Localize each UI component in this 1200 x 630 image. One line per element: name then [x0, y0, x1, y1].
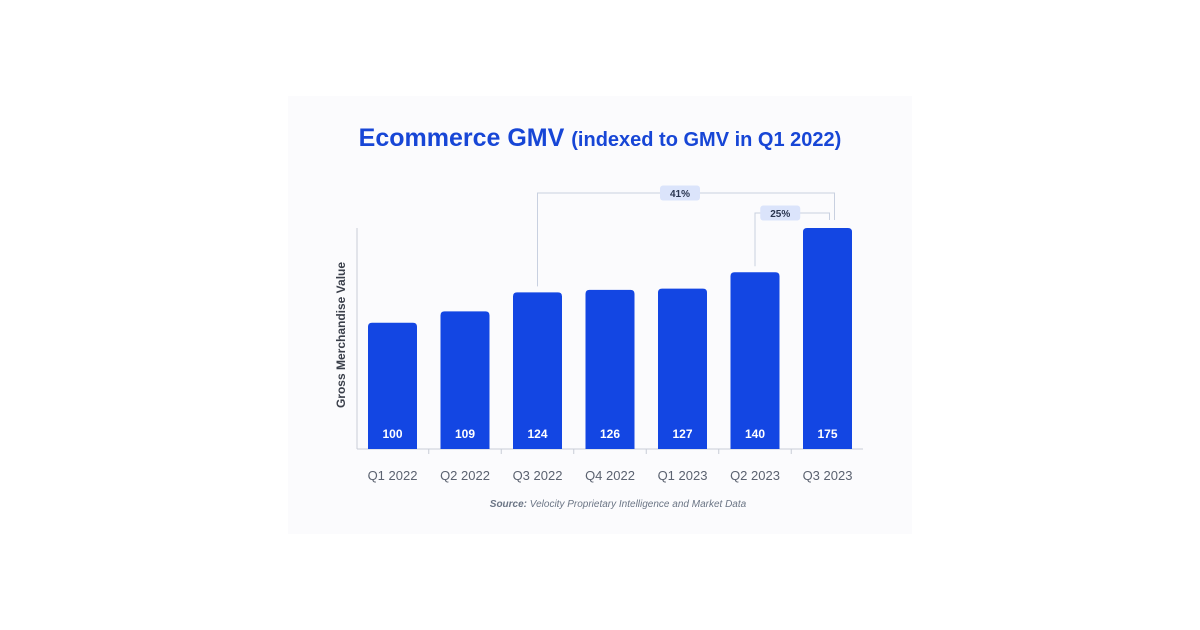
bar-value-label: 175 [817, 427, 837, 441]
annotation-label: 41% [670, 189, 690, 200]
chart-subtitle: (indexed to GMV in Q1 2022) [571, 129, 842, 151]
bar-value-label: 127 [672, 427, 692, 441]
bar [730, 272, 780, 449]
bar [658, 288, 707, 449]
bar-value-label: 124 [527, 427, 547, 441]
x-tick-label: Q3 2023 [803, 468, 853, 483]
x-tick-label: Q4 2022 [585, 468, 635, 483]
bar [513, 292, 562, 449]
x-tick-label: Q1 2023 [658, 468, 708, 483]
source-text: Velocity Proprietary Intelligence and Ma… [527, 499, 747, 510]
x-tick-label: Q1 2022 [368, 468, 418, 483]
chart-title-block: Ecommerce GMV (indexed to GMV in Q1 2022… [0, 124, 1200, 153]
bar [803, 228, 852, 449]
x-tick-label: Q2 2023 [730, 468, 780, 483]
annotation-label: 25% [770, 209, 790, 220]
bar-value-label: 109 [455, 427, 475, 441]
bar [440, 311, 490, 449]
bar [368, 322, 417, 449]
annotation-badge [760, 205, 801, 221]
bar-value-label: 100 [382, 427, 402, 441]
bar-value-label: 140 [745, 427, 765, 441]
source-label: Source: [489, 499, 528, 510]
source-note: Source: Velocity Proprietary Intelligenc… [0, 499, 1200, 510]
chart-title: Ecommerce GMV [358, 124, 565, 152]
y-axis-label: Gross Merchandise Value [334, 262, 348, 408]
bar [585, 289, 635, 449]
bar-value-label: 126 [600, 427, 620, 441]
x-tick-label: Q3 2022 [513, 468, 563, 483]
x-tick-label: Q2 2022 [440, 468, 490, 483]
annotation-badge [660, 185, 700, 201]
